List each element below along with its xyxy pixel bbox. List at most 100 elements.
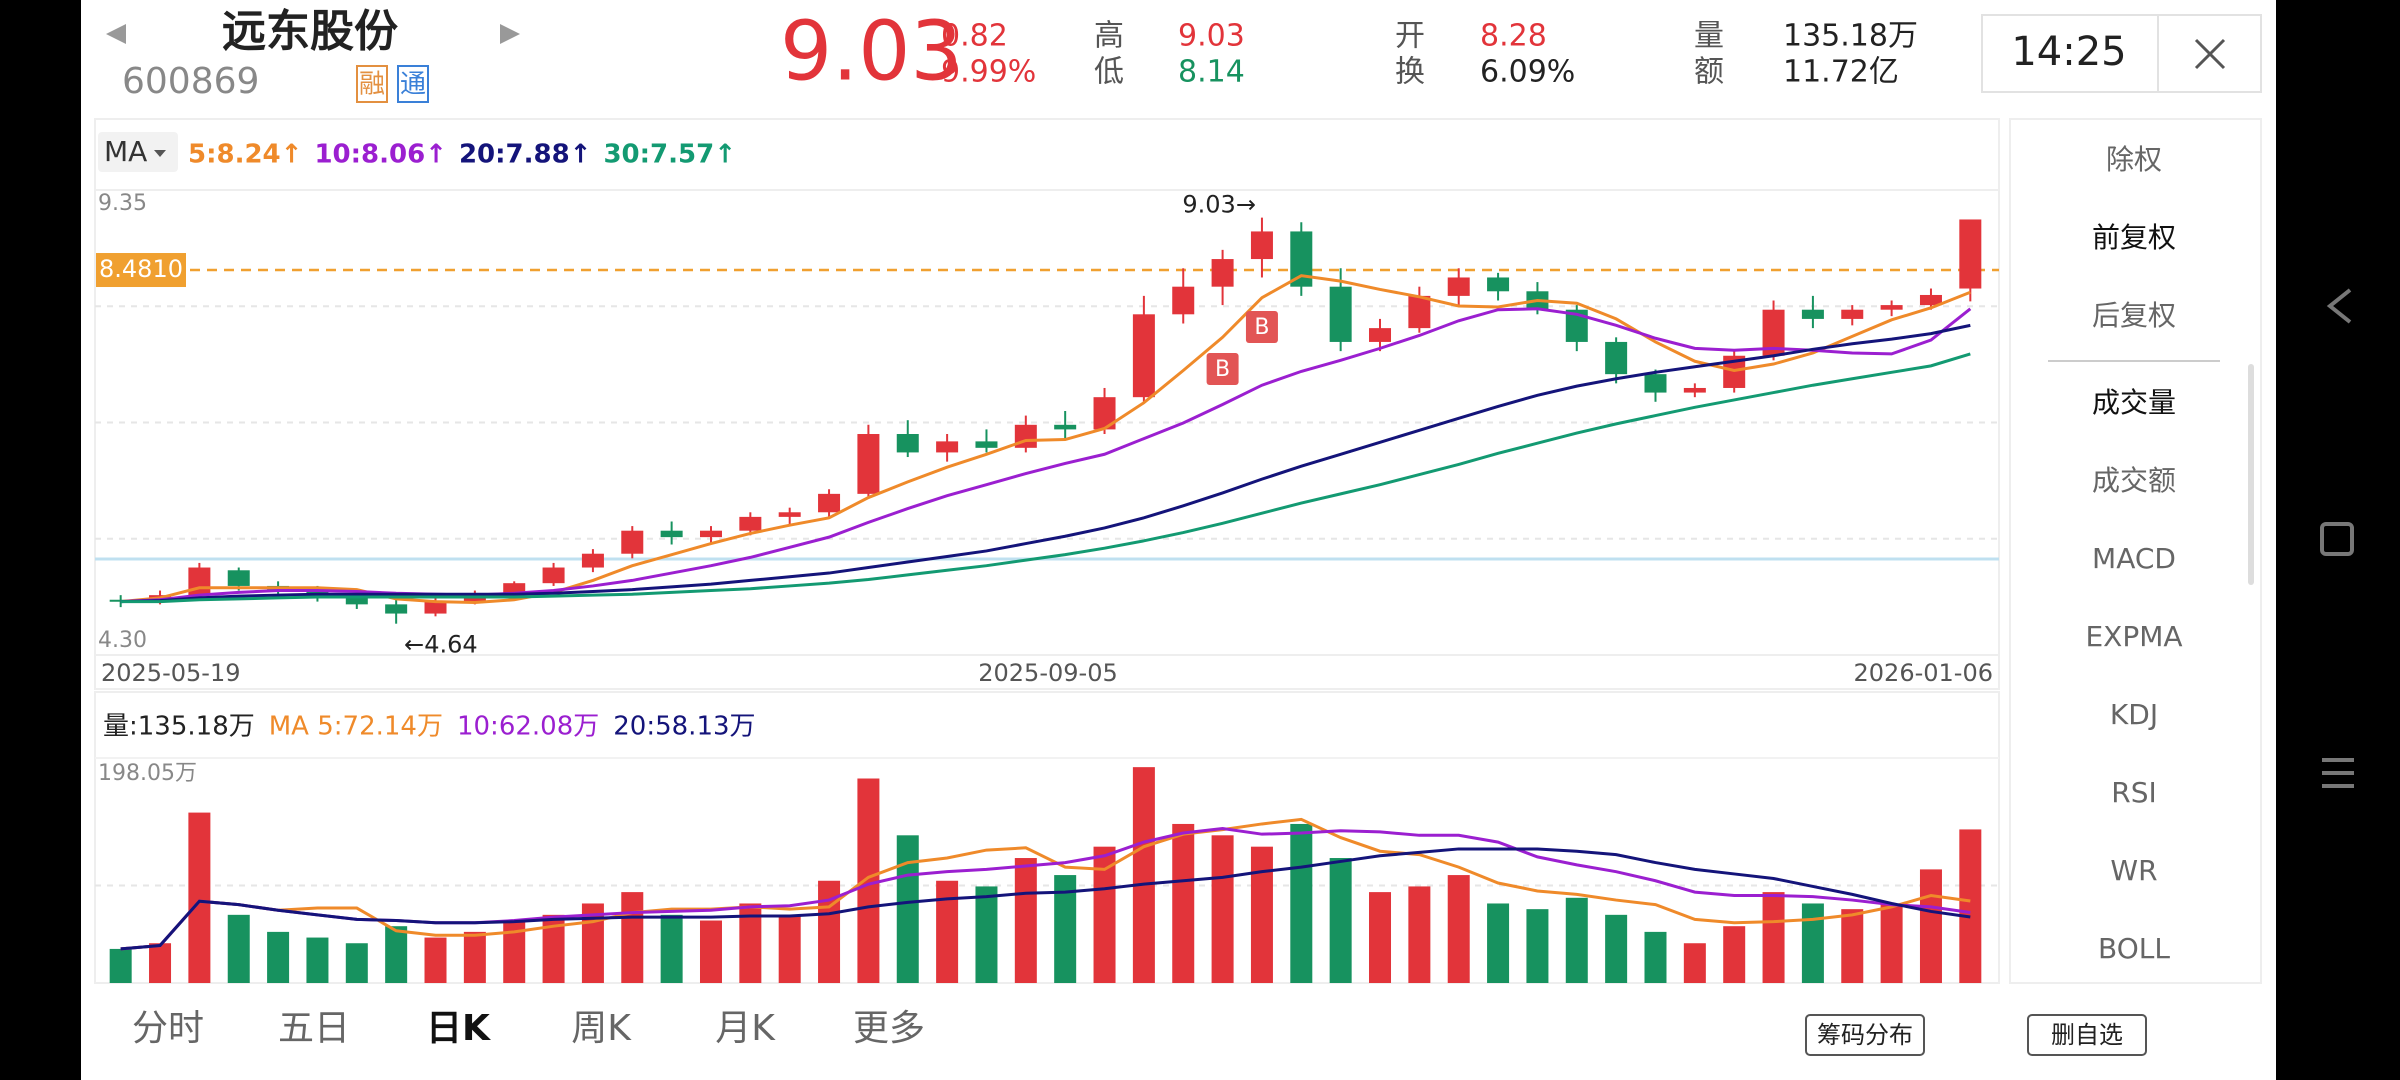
tab[interactable]: 五日: [278, 1008, 350, 1049]
menu-item[interactable]: 除权: [2106, 143, 2162, 176]
stat-label: 开: [1395, 19, 1425, 54]
x-label: 2025-05-19: [101, 659, 240, 687]
indicator-name[interactable]: MA: [104, 135, 147, 168]
candle-body: [1054, 424, 1077, 430]
menu-item[interactable]: EXPMA: [2085, 620, 2182, 653]
menu-item[interactable]: 前复权: [2092, 221, 2176, 254]
candle-body: [739, 516, 762, 531]
menu-item[interactable]: RSI: [2111, 776, 2157, 809]
button[interactable]: 删自选: [2051, 1021, 2123, 1049]
menu-item[interactable]: 成交量: [2092, 386, 2176, 419]
volume-bar: [1880, 903, 1903, 983]
menu-item[interactable]: KDJ: [2110, 698, 2158, 731]
tab[interactable]: 月K: [715, 1008, 776, 1049]
prev-stock[interactable]: [106, 24, 126, 44]
candle-body: [1919, 294, 1942, 306]
volume-bar: [1054, 875, 1077, 983]
volume-bar: [188, 812, 211, 983]
reference-label: 8.4810: [99, 255, 183, 283]
button-box[interactable]: [1805, 1014, 1925, 1056]
volume-bar: [660, 914, 683, 983]
volume-bar: [1841, 909, 1864, 983]
tab[interactable]: 分时: [132, 1008, 204, 1049]
badge-box: [397, 65, 429, 103]
volume-bar: [306, 937, 329, 983]
tab[interactable]: 周K: [571, 1008, 632, 1049]
candle-body: [424, 601, 447, 614]
volume-bar: [975, 886, 998, 983]
volume-bar: [1526, 909, 1549, 983]
next-stock[interactable]: [500, 24, 520, 44]
volume-bar: [1211, 835, 1234, 983]
candle-body: [857, 434, 880, 494]
time-box: [1981, 14, 2262, 93]
stat-value: 6.09%: [1480, 55, 1575, 90]
candle-body: [778, 512, 801, 517]
menu-item[interactable]: 成交额: [2092, 464, 2176, 497]
nav-back[interactable]: [2326, 288, 2352, 324]
button-box[interactable]: [2027, 1014, 2147, 1056]
volume-bar: [109, 948, 132, 983]
menu-item[interactable]: BOLL: [2098, 932, 2170, 965]
tab[interactable]: 更多: [853, 1008, 925, 1049]
close-button[interactable]: [2194, 38, 2226, 70]
legend-entry: 10:62.08万: [457, 712, 599, 742]
button[interactable]: 筹码分布: [1817, 1021, 1913, 1049]
candle-body: [896, 434, 919, 453]
volume-bar: [1762, 892, 1785, 983]
candle-body: [1369, 328, 1392, 342]
stat-label: 量: [1694, 19, 1724, 54]
ma-line: [120, 274, 1971, 605]
reference-label-box: [96, 253, 186, 288]
candle-body: [385, 604, 408, 614]
volume-bar: [1250, 846, 1273, 983]
x-label: 2025-09-05: [978, 659, 1117, 687]
candle-body: [1132, 314, 1155, 398]
volume-bar: [1132, 767, 1155, 983]
menu-item[interactable]: 后复权: [2092, 299, 2176, 332]
trade-mark-box: [1245, 311, 1278, 343]
volume-bar: [857, 778, 880, 983]
change-pct: 9.99%: [941, 55, 1036, 90]
volume-bar: [739, 903, 762, 983]
low-annotation: ←4.64: [404, 631, 478, 659]
volume-bar: [149, 943, 172, 983]
nav-menu[interactable]: [2322, 758, 2354, 788]
trade-mark: B: [1254, 315, 1269, 340]
volume-bar: [1447, 875, 1470, 983]
change: 0.82: [941, 19, 1008, 54]
stat-label: 高: [1094, 19, 1124, 54]
volume-bar: [936, 880, 959, 983]
candle-body: [1605, 341, 1628, 375]
volume-bar: [1172, 823, 1195, 983]
menu-item[interactable]: WR: [2110, 854, 2157, 887]
x-label: 2026-01-06: [1854, 659, 1993, 687]
candle-body: [345, 597, 368, 605]
tab[interactable]: 日K: [426, 1008, 491, 1049]
volume-bar: [463, 931, 486, 983]
volume-bar: [896, 835, 919, 983]
badge: 融: [359, 70, 385, 100]
y-tick-label: 4.30: [98, 628, 147, 653]
indicator-select[interactable]: [98, 132, 178, 172]
candle-body: [1565, 309, 1588, 342]
candle-body: [936, 441, 959, 453]
legend-entry: 20:58.13万: [613, 712, 755, 742]
high-annotation: 9.03→: [1182, 191, 1256, 219]
legend-entry: 10:8.06↑: [314, 140, 447, 170]
candle-body: [1644, 374, 1667, 393]
stat-value: 8.28: [1480, 19, 1547, 54]
trade-mark-box: [1206, 353, 1239, 385]
volume-bar: [227, 914, 250, 983]
volume-title: 量:135.18万: [103, 712, 255, 742]
volume-bar: [542, 914, 565, 983]
candle-body: [1093, 397, 1116, 430]
volume-bar: [1683, 943, 1706, 983]
legend-entry: 5:8.24↑: [188, 140, 302, 170]
dropdown-arrow: [154, 150, 166, 157]
nav-home[interactable]: [2320, 522, 2354, 556]
candle-body: [1683, 387, 1706, 393]
stock-code: 600869: [122, 61, 259, 102]
menu-item[interactable]: MACD: [2092, 542, 2176, 575]
volume-bar: [1959, 829, 1982, 983]
